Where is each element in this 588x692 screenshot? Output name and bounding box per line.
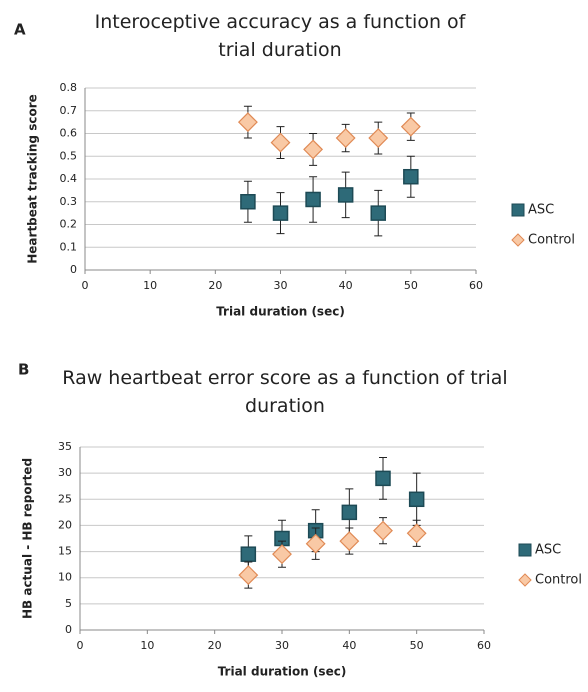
y-tick-label: 0.8 (60, 81, 78, 94)
marker (375, 470, 391, 487)
x-tick-label: 20 (208, 279, 222, 292)
marker (240, 194, 256, 210)
marker (403, 168, 419, 185)
chart-title: Interoceptive accuracy as a function of … (94, 11, 466, 61)
x-tick-label: 0 (77, 639, 84, 652)
marker (335, 128, 356, 148)
marker (408, 491, 425, 508)
y-axis-label: Heartbeat tracking score (26, 94, 40, 264)
y-tick-label: 15 (58, 545, 72, 558)
title-box: Interoceptive accuracy as a function of … (94, 11, 466, 61)
marker (406, 523, 427, 544)
panel-label: A (14, 21, 26, 39)
x-tick-label: 60 (469, 279, 483, 292)
marker (370, 205, 386, 221)
legend-label: ASC (535, 543, 561, 558)
marker (272, 544, 292, 565)
legend-label: ASC (528, 203, 554, 218)
x-tick-label: 30 (274, 279, 288, 292)
x-tick-label: 40 (339, 279, 353, 292)
marker (337, 187, 354, 203)
x-tick-label: 20 (208, 639, 222, 652)
marker (270, 132, 291, 153)
y-tick-label: 0.6 (60, 127, 78, 140)
x-tick-label: 0 (82, 279, 89, 292)
x-tick-label: 60 (477, 639, 491, 652)
panel-label: B (18, 361, 29, 379)
marker (368, 128, 389, 148)
marker (303, 139, 324, 160)
marker (240, 546, 257, 562)
x-tick-label: 40 (342, 639, 356, 652)
y-tick-label: 5 (65, 597, 72, 610)
title-box: Raw heartbeat error score as a function … (62, 367, 508, 417)
marker (238, 565, 259, 586)
y-tick-label: 0 (65, 623, 72, 636)
x-axis-label: Trial duration (sec) (218, 665, 347, 679)
y-tick-label: 0.3 (60, 195, 78, 208)
x-tick-label: 50 (404, 279, 418, 292)
y-tick-label: 0.5 (60, 149, 78, 162)
chart-title: Raw heartbeat error score as a function … (62, 367, 508, 417)
x-tick-label: 30 (275, 639, 289, 652)
legend-label: Control (535, 573, 582, 588)
marker (272, 205, 289, 221)
legend-marker (511, 233, 525, 247)
y-tick-label: 30 (58, 466, 72, 479)
legend-marker (511, 203, 525, 217)
y-tick-label: 25 (58, 492, 72, 505)
legend-label: Control (528, 233, 575, 248)
x-tick-label: 10 (143, 279, 157, 292)
y-tick-label: 0 (70, 263, 77, 276)
x-axis-label: Trial duration (sec) (216, 305, 345, 319)
marker (305, 191, 321, 208)
y-tick-label: 35 (58, 440, 72, 453)
x-tick-label: 50 (410, 639, 424, 652)
marker (400, 116, 421, 137)
x-tick-label: 10 (140, 639, 154, 652)
y-axis-label: HB actual - HB reported (21, 458, 35, 619)
legend-marker (518, 543, 532, 557)
y-tick-label: 20 (58, 518, 72, 531)
y-tick-label: 10 (58, 571, 72, 584)
marker (305, 533, 326, 554)
marker (339, 531, 360, 552)
marker (341, 504, 358, 521)
marker (237, 112, 258, 133)
y-tick-label: 0.4 (60, 172, 78, 185)
y-tick-label: 0.1 (60, 240, 78, 253)
y-tick-label: 0.7 (60, 104, 78, 117)
y-tick-label: 0.2 (60, 218, 78, 231)
legend-marker (518, 573, 532, 587)
marker (373, 520, 393, 541)
